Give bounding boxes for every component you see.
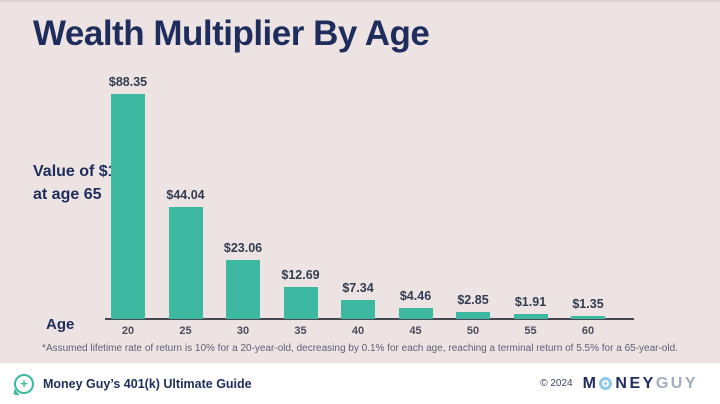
chat-bubble-plus-icon: + — [14, 373, 34, 394]
logo-letters-ney: NEY — [615, 374, 656, 392]
y-axis-annotation: Value of $1 at age 65 — [33, 160, 117, 206]
bar — [513, 314, 548, 319]
x-tick-label: 20 — [121, 325, 135, 337]
copyright-text: © 2024 — [540, 378, 573, 389]
y-axis-annotation-line1: Value of $1 — [33, 163, 117, 180]
x-axis-line — [105, 318, 634, 320]
footer-bar: + Money Guy’s 401(k) Ultimate Guide © 20… — [0, 363, 720, 404]
footnote: *Assumed lifetime rate of return is 10% … — [42, 343, 678, 354]
plus-glyph: + — [20, 376, 28, 391]
bar-group: $12.69 35 — [281, 268, 319, 337]
footer-left: + Money Guy’s 401(k) Ultimate Guide — [14, 373, 252, 394]
bar-value-label: $4.46 — [399, 288, 432, 303]
logo-letters-guy: GUY — [655, 374, 698, 392]
bar-value-label: $44.04 — [166, 187, 205, 202]
bar-value-label: $2.85 — [457, 292, 489, 307]
x-tick-label: 55 — [524, 325, 537, 337]
bar-group: $23.06 30 — [224, 241, 262, 337]
bar-value-label: $1.91 — [514, 295, 547, 310]
bar — [456, 311, 490, 319]
bar — [341, 300, 375, 319]
bar — [168, 206, 203, 319]
moneyguy-logo: M NEY GUY — [583, 375, 698, 393]
bar-value-label: $1.35 — [572, 296, 604, 311]
bar-group: $1.35 60 — [571, 297, 605, 337]
bar-group: $7.34 40 — [341, 281, 375, 337]
bar-value-label: $7.34 — [342, 281, 374, 296]
bar — [283, 286, 318, 319]
bar — [226, 260, 260, 319]
x-axis-label: Age — [46, 316, 75, 333]
footer-guide-title: Money Guy’s 401(k) Ultimate Guide — [43, 376, 252, 391]
chart-section: Wealth Multiplier By Age Value of $1 at … — [0, 0, 720, 365]
moneyguy-o-icon — [599, 377, 613, 390]
bar-group: $1.91 55 — [513, 295, 548, 337]
y-axis-annotation-line2: at age 65 — [33, 186, 102, 204]
x-tick-label: 25 — [179, 325, 192, 337]
bar-group: $4.46 45 — [398, 289, 433, 337]
bar-value-label: $88.35 — [108, 75, 148, 89]
bar — [111, 94, 145, 319]
plot-area: Age $88.35 20 $44.04 25 $23.06 30 $12.69 35 $7.3… — [0, 2, 720, 365]
bar-group: $88.35 20 — [109, 75, 147, 337]
x-tick-label: 60 — [581, 325, 595, 337]
x-tick-label: 35 — [294, 325, 307, 337]
bar-value-label: $23.06 — [223, 241, 263, 256]
bar — [571, 315, 605, 319]
x-tick-label: 40 — [351, 325, 365, 337]
page-title: Wealth Multiplier By Age — [33, 14, 430, 53]
x-tick-label: 30 — [236, 325, 250, 337]
logo-letter-m: M — [582, 374, 599, 392]
bar-group: $44.04 25 — [166, 188, 204, 337]
bar — [398, 307, 433, 319]
bar-value-label: $12.69 — [281, 267, 320, 282]
footer-right: © 2024 M NEY GUY — [540, 375, 698, 393]
x-tick-label: 45 — [409, 325, 422, 337]
bar-group: $2.85 50 — [456, 293, 490, 337]
x-tick-label: 50 — [466, 325, 480, 337]
